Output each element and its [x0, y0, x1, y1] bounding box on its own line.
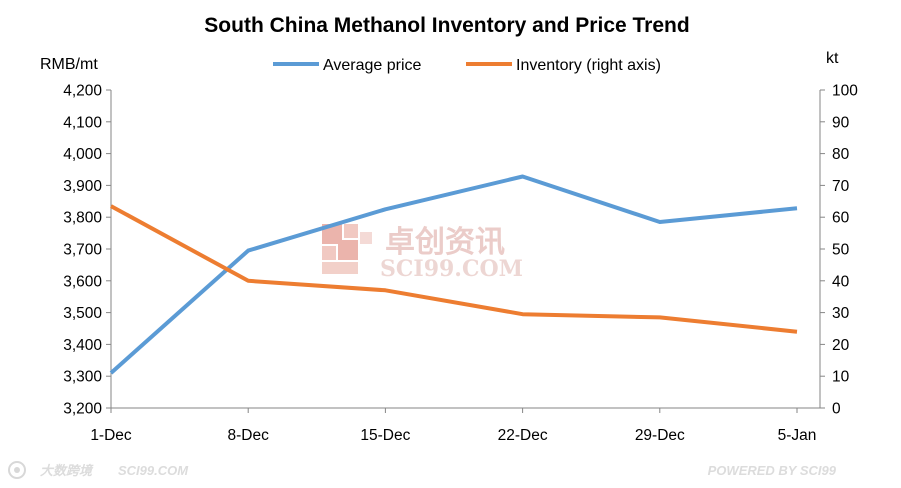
left-tick-label: 3,300: [63, 369, 102, 386]
left-axis-unit: RMB/mt: [40, 56, 98, 73]
x-tick-label: 5-Jan: [778, 427, 817, 444]
right-tick-label: 30: [832, 305, 850, 322]
left-tick-label: 3,500: [63, 305, 102, 322]
series-line-average-price: [109, 174, 798, 375]
right-tick-label: 60: [832, 210, 850, 227]
watermark-logo: [322, 224, 372, 274]
footer-left-site: SCI99.COM: [118, 463, 189, 478]
legend: Average price Inventory (right axis): [273, 57, 661, 74]
footer-right-text: POWERED BY SCI99: [708, 463, 837, 478]
series-line-inventory: [110, 204, 798, 334]
footer-logo-icon: [8, 461, 26, 479]
left-tick-label: 3,900: [63, 178, 102, 195]
left-tick-label: 3,800: [63, 210, 102, 227]
right-tick-label: 0: [832, 401, 841, 418]
right-tick-label: 70: [832, 178, 850, 195]
right-tick-label: 10: [832, 369, 850, 386]
left-tick-label: 3,700: [63, 242, 102, 259]
footer: 大数跨境 SCI99.COM POWERED BY SCI99: [8, 461, 837, 479]
x-tick-label: 8-Dec: [228, 427, 270, 444]
left-tick-label: 3,400: [63, 337, 102, 354]
watermark: 卓创资讯 SCI99.COM: [322, 224, 523, 282]
footer-left-brand: 大数跨境: [40, 463, 94, 478]
left-tick-label: 3,600: [63, 273, 102, 290]
right-tick-label: 20: [832, 337, 850, 354]
x-tick-label: 29-Dec: [635, 427, 685, 444]
legend-label-price: Average price: [323, 57, 422, 74]
left-tick-label: 4,100: [63, 114, 102, 131]
left-tick-label: 4,000: [63, 146, 102, 163]
legend-label-inventory: Inventory (right axis): [516, 57, 661, 74]
x-tick-label: 15-Dec: [360, 427, 410, 444]
x-tick-label: 1-Dec: [90, 427, 132, 444]
left-tick-label: 4,200: [63, 83, 102, 100]
right-tick-label: 80: [832, 146, 850, 163]
watermark-english: SCI99.COM: [380, 256, 523, 282]
right-tick-label: 90: [832, 114, 850, 131]
right-tick-label: 100: [832, 83, 858, 100]
right-tick-label: 50: [832, 242, 850, 259]
right-tick-label: 40: [832, 273, 850, 290]
watermark-chinese: 卓创资讯: [385, 226, 505, 259]
left-tick-label: 3,200: [63, 401, 102, 418]
x-tick-label: 22-Dec: [498, 427, 548, 444]
chart-title: South China Methanol Inventory and Price…: [204, 14, 689, 37]
right-axis-unit: kt: [826, 50, 839, 67]
